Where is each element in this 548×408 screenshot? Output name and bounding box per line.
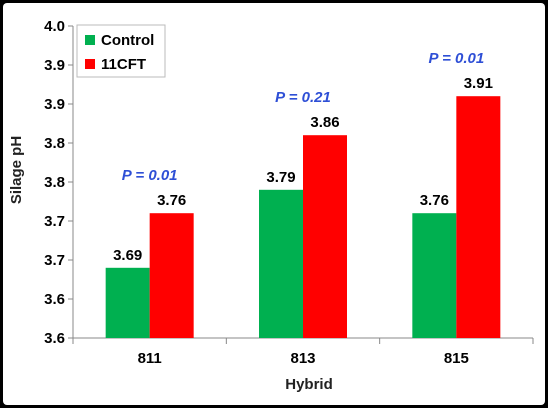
y-tick-label: 3.6	[44, 291, 65, 308]
bars	[105, 96, 501, 338]
p-value-annotation: P = 0.01	[428, 50, 484, 67]
y-tick-label: 3.8	[44, 174, 65, 191]
bar-control-815	[412, 213, 457, 338]
data-label: 3.79	[266, 169, 295, 186]
y-tick-label: 3.8	[44, 135, 65, 152]
y-tick-label: 4.0	[44, 18, 65, 35]
p-value-annotation: P = 0.01	[122, 167, 178, 184]
bar-11cft-811	[149, 213, 194, 338]
data-label: 3.76	[157, 192, 186, 209]
y-tick-label: 3.9	[44, 57, 65, 74]
legend-swatch-control	[85, 35, 95, 45]
p-value-annotation: P = 0.21	[275, 89, 331, 106]
x-axis-title: Hybrid	[285, 376, 333, 393]
x-tick-label: 813	[290, 350, 315, 367]
data-label: 3.86	[310, 114, 339, 131]
y-tick-label: 3.9	[44, 96, 65, 113]
data-label: 3.91	[464, 75, 493, 92]
legend-label-control: Control	[101, 32, 154, 49]
y-tick-label: 3.6	[44, 330, 65, 347]
bar-control-813	[259, 189, 303, 338]
y-axis-title: Silage pH	[8, 136, 25, 204]
bar-chart: 3.6 3.6 3.7 3.7 3.8 3.8 3.9 3.9 4.0 811 813 815 3.6…	[8, 18, 534, 393]
y-tick-label: 3.7	[44, 213, 65, 230]
data-label: 3.69	[113, 247, 142, 264]
chart-frame: 3.6 3.6 3.7 3.7 3.8 3.8 3.9 3.9 4.0 811 813 815 3.6…	[3, 3, 545, 405]
x-tick-label: 811	[138, 350, 162, 367]
legend-swatch-11cft	[85, 59, 95, 69]
bar-11cft-813	[303, 135, 347, 338]
bar-control-811	[105, 267, 150, 338]
legend: Control 11CFT	[76, 24, 166, 78]
data-labels: 3.69 3.76 P = 0.01 3.79 3.86 P = 0.21 3.76 3.91…	[113, 50, 493, 264]
y-tick-label: 3.7	[44, 252, 65, 269]
axes: 3.6 3.6 3.7 3.7 3.8 3.8 3.9 3.9 4.0 811 813 815	[44, 18, 534, 367]
legend-label-11cft: 11CFT	[101, 56, 146, 73]
data-label: 3.76	[420, 192, 449, 209]
x-tick-label: 815	[444, 350, 469, 367]
bar-11cft-815	[456, 96, 501, 338]
